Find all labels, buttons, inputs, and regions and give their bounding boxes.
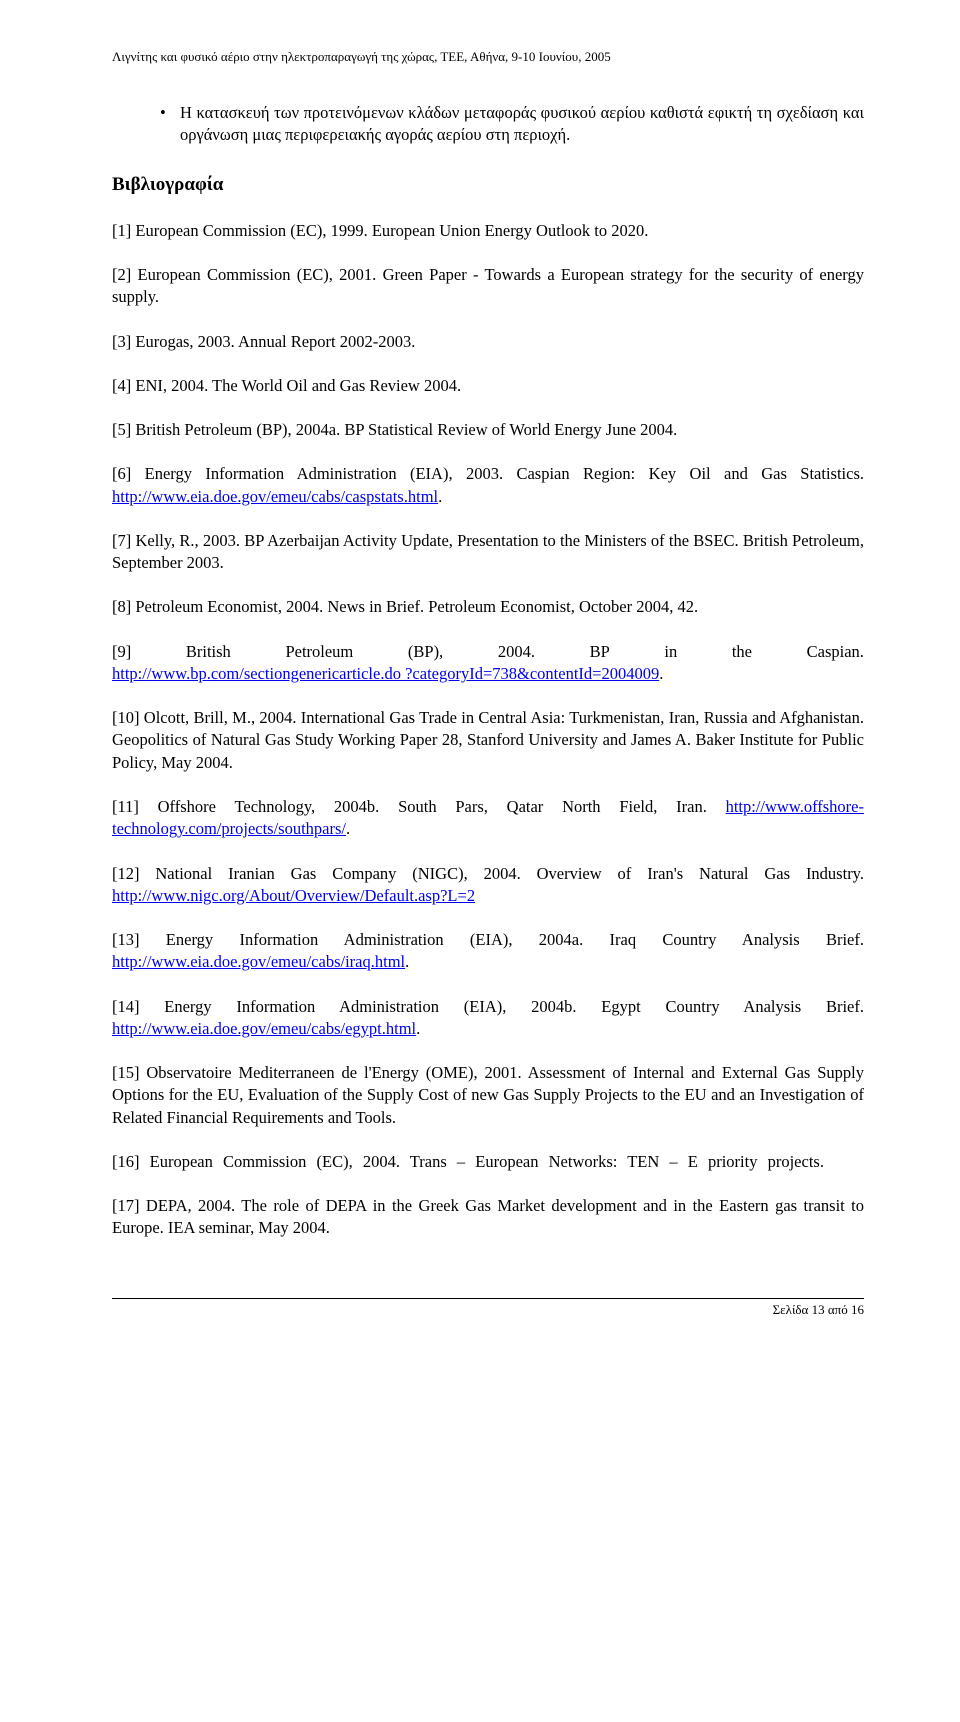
reference-14: [14] Energy Information Administration (… — [112, 996, 864, 1041]
reference-6-tail: . — [438, 487, 442, 506]
reference-7: [7] Kelly, R., 2003. BP Azerbaijan Activ… — [112, 530, 864, 575]
reference-9-word: the — [732, 641, 752, 663]
reference-9-tail: . — [659, 664, 663, 683]
reference-1: [1] European Commission (EC), 1999. Euro… — [112, 220, 864, 242]
reference-9: [9] British Petroleum (BP), 2004. BP in … — [112, 641, 864, 686]
reference-6: [6] Energy Information Administration (E… — [112, 463, 864, 508]
bullet-item: • Η κατασκευή των προτεινόμενων κλάδων μ… — [160, 102, 864, 147]
reference-12-link[interactable]: http://www.nigc.org/About/Overview/Defau… — [112, 886, 475, 905]
page-header: Λιγνίτης και φυσικό αέριο στην ηλεκτροπα… — [112, 48, 864, 66]
reference-11-tail: . — [346, 819, 350, 838]
reference-9-word: Caspian. — [807, 641, 864, 663]
reference-14-text: [14] Energy Information Administration (… — [112, 997, 864, 1016]
reference-9-link[interactable]: http://www.bp.com/sectiongenericarticle.… — [112, 664, 659, 683]
reference-3: [3] Eurogas, 2003. Annual Report 2002-20… — [112, 331, 864, 353]
reference-12: [12] National Iranian Gas Company (NIGC)… — [112, 863, 864, 908]
reference-15: [15] Observatoire Mediterraneen de l'Ene… — [112, 1062, 864, 1129]
reference-13: [13] Energy Information Administration (… — [112, 929, 864, 974]
reference-9-line1: [9] British Petroleum (BP), 2004. BP in … — [112, 641, 864, 663]
reference-6-link[interactable]: http://www.eia.doe.gov/emeu/cabs/caspsta… — [112, 487, 438, 506]
reference-9-word: in — [664, 641, 677, 663]
reference-9-word: 2004. — [498, 641, 535, 663]
reference-10: [10] Olcott, Brill, M., 2004. Internatio… — [112, 707, 864, 774]
reference-14-tail: . — [416, 1019, 420, 1038]
page-footer: Σελίδα 13 από 16 — [112, 1298, 864, 1319]
reference-9-word: Petroleum — [285, 641, 353, 663]
reference-12-text: [12] National Iranian Gas Company (NIGC)… — [112, 864, 864, 883]
reference-6-text: [6] Energy Information Administration (E… — [112, 464, 864, 483]
reference-13-text: [13] Energy Information Administration (… — [112, 930, 864, 949]
bullet-icon: • — [160, 102, 180, 147]
reference-11-text: [11] Offshore Technology, 2004b. South P… — [112, 797, 726, 816]
reference-5: [5] British Petroleum (BP), 2004a. BP St… — [112, 419, 864, 441]
section-title: Βιβλιογραφία — [112, 172, 864, 198]
reference-9-word: BP — [590, 641, 610, 663]
reference-2: [2] European Commission (EC), 2001. Gree… — [112, 264, 864, 309]
reference-14-link[interactable]: http://www.eia.doe.gov/emeu/cabs/egypt.h… — [112, 1019, 416, 1038]
reference-16: [16] European Commission (EC), 2004. Tra… — [112, 1151, 864, 1173]
reference-9-word: [9] — [112, 641, 131, 663]
bullet-text: Η κατασκευή των προτεινόμενων κλάδων μετ… — [180, 102, 864, 147]
reference-11: [11] Offshore Technology, 2004b. South P… — [112, 796, 864, 841]
page-number: Σελίδα 13 από 16 — [112, 1301, 864, 1319]
reference-17: [17] DEPA, 2004. The role of DEPA in the… — [112, 1195, 864, 1240]
reference-13-link[interactable]: http://www.eia.doe.gov/emeu/cabs/iraq.ht… — [112, 952, 405, 971]
reference-13-tail: . — [405, 952, 409, 971]
reference-8: [8] Petroleum Economist, 2004. News in B… — [112, 596, 864, 618]
reference-4: [4] ENI, 2004. The World Oil and Gas Rev… — [112, 375, 864, 397]
reference-9-word: British — [186, 641, 231, 663]
footer-rule — [112, 1298, 864, 1299]
reference-9-word: (BP), — [408, 641, 443, 663]
